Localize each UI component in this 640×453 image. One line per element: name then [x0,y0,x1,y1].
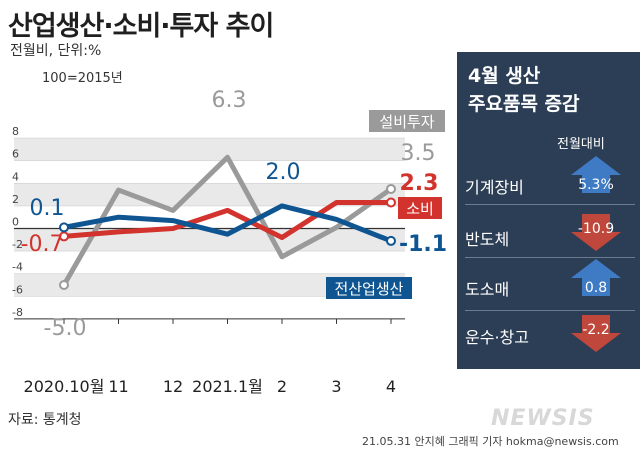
panel-divider [465,257,635,258]
panel-item-name: 반도체 [465,230,510,249]
panel-item-name: 운수·창고 [465,328,529,347]
unit-label: 전월비, 단위:% [10,43,102,59]
y-tick-label: -8 [12,306,23,319]
data-label: 2.0 [266,160,301,185]
series-point-1 [386,197,396,208]
data-label: -0.7 [21,232,64,257]
series-point-2 [386,235,396,246]
data-label: -5.0 [44,316,87,341]
grid-band [14,273,405,297]
series-name-box [326,277,412,299]
data-label: 3.5 [401,141,436,166]
x-tick-label: 4 [386,377,396,396]
y-tick-label: -6 [12,283,23,296]
y-tick-label: 4 [12,170,19,183]
watermark-logo: NEWSIS [491,406,595,431]
data-label: 6.3 [212,88,247,113]
grid-band [14,138,405,161]
y-tick-label: -4 [12,261,23,274]
panel-divider [465,310,635,311]
series-point-2 [59,222,69,233]
y-tick-label: 2 [12,193,19,206]
series-point-0 [386,183,396,194]
series-name-label: 소비 [406,200,434,218]
series-name-box [398,197,442,219]
panel-title: 4월 생산 주요품목 증감 [468,62,580,118]
panel-title-line1: 4월 생산 [468,65,541,87]
page-title: 산업생산·소비·투자 추이 [8,11,274,42]
credit-label: 21.05.31 안지혜 그래픽 기자 hokma@newsis.com [362,435,619,448]
panel-divider [465,204,635,205]
series-name-label: 설비투자 [379,113,434,131]
x-tick-label: 2 [277,377,287,396]
source-label: 자료: 통계청 [8,412,82,428]
series-point-0 [59,280,69,290]
x-tick-label: 2020.10월 [24,377,105,396]
y-tick-label: 6 [12,148,19,161]
panel-title-line2: 주요품목 증감 [468,93,580,115]
data-label: -1.1 [399,232,447,257]
data-label: 2.3 [400,171,439,196]
panel-item-name: 기계장비 [465,178,524,197]
data-label: 0.1 [30,196,65,221]
y-tick-label: 0 [12,216,19,229]
panel-subtitle: 전월대비 [557,137,605,152]
series-point-1 [59,231,69,242]
x-tick-label: 11 [108,377,128,396]
base-year-label: 100=2015년 [42,71,123,86]
series-name-label: 전산업생산 [334,280,403,298]
series-line-1 [61,200,394,241]
series-name-box [369,110,445,132]
y-tick-label: -2 [12,238,23,251]
panel-item-name: 도소매 [465,280,510,299]
y-tick-label: 8 [12,125,19,138]
x-tick-label: 12 [163,377,183,396]
x-tick-label: 2021.1월 [192,377,263,396]
x-tick-label: 3 [331,377,341,396]
series-line-0 [61,154,394,288]
series-line-2 [61,203,394,244]
